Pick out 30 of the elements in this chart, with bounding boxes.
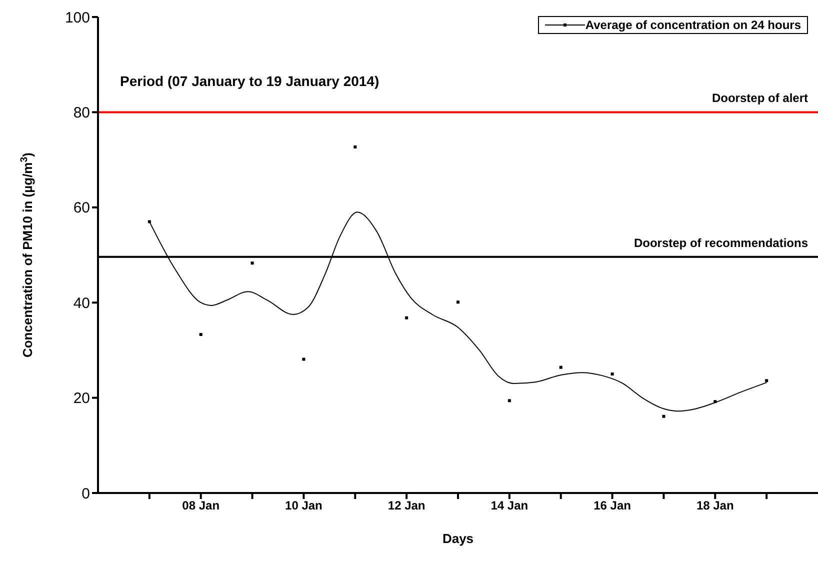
point xyxy=(714,400,717,404)
y-tick-label: 80 xyxy=(73,104,90,122)
y-tick-label: 40 xyxy=(73,294,90,312)
point xyxy=(405,316,408,320)
x-tick-label: 14 Jan xyxy=(490,498,528,513)
point xyxy=(302,358,306,361)
ref-line-label: Doorstep of alert xyxy=(712,91,808,106)
x-tick-label: 10 Jan xyxy=(285,498,322,513)
point xyxy=(765,379,768,382)
point xyxy=(559,366,562,369)
y-tick-label: 20 xyxy=(73,390,90,408)
point xyxy=(250,262,254,265)
point xyxy=(354,145,357,148)
x-tick-label: 12 Jan xyxy=(388,498,426,513)
legend-label: Average of concentration on 24 hours xyxy=(585,18,801,32)
y-tick-label: 60 xyxy=(73,200,90,217)
point xyxy=(508,399,511,402)
point xyxy=(199,332,202,336)
annotation: Period (07 January to 19 January 2014) xyxy=(120,73,380,89)
x-tick-label: 18 Jan xyxy=(696,498,734,513)
y-tick-label: 100 xyxy=(64,9,90,26)
x-tick-label: 16 Jan xyxy=(594,498,631,513)
x-tick-label: 08 Jan xyxy=(182,498,220,513)
point xyxy=(456,300,460,304)
point xyxy=(610,372,614,376)
point xyxy=(662,414,666,418)
x-axis-title: Days xyxy=(442,531,474,546)
y-tick-label: 0 xyxy=(82,485,90,502)
point xyxy=(148,220,151,224)
ref-line-label: Doorstep of recommendations xyxy=(634,236,808,250)
